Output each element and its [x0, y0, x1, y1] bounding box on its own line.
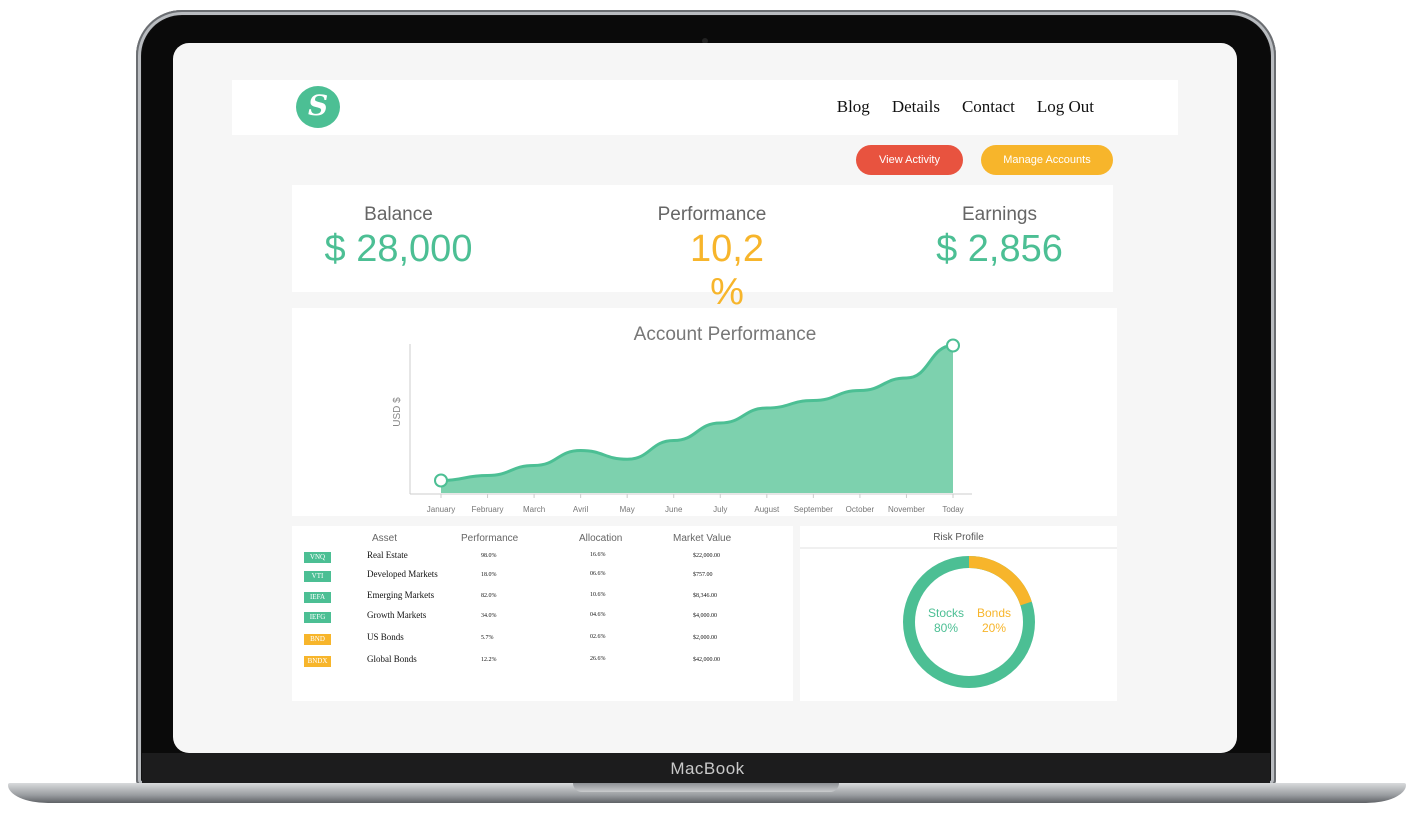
- asset-performance: 12.2%: [481, 657, 497, 663]
- donut-slice-bonds: [968, 556, 1032, 606]
- asset-performance: 34.0%: [481, 613, 497, 619]
- asset-ticker-badge: VTI: [304, 571, 331, 582]
- manage-accounts-button[interactable]: Manage Accounts: [981, 145, 1113, 175]
- nav-link-blog[interactable]: Blog: [836, 97, 870, 116]
- asset-market-value: $4,000.00: [693, 613, 717, 619]
- laptop-base: [8, 783, 1406, 803]
- asset-name: Emerging Markets: [367, 590, 435, 600]
- asset-name: Real Estate: [367, 550, 408, 560]
- chart-x-tick-label: Avril: [573, 505, 589, 514]
- asset-market-value: $2,000.00: [693, 635, 717, 641]
- stats-panel: Balance $ 28,000 Performance 10,2 % Earn…: [292, 185, 1113, 313]
- logo-letter: S: [308, 89, 329, 122]
- column-header-performance: Performance: [461, 533, 519, 544]
- asset-ticker-badge: IEFA: [304, 592, 331, 603]
- bonds-percent: 20%: [982, 621, 1006, 635]
- chart-x-tick-label: June: [665, 505, 683, 514]
- chart-x-tick-label: January: [427, 505, 455, 514]
- stat-balance: Balance $ 28,000: [310, 204, 487, 271]
- chart-x-tick-label: Today: [942, 505, 963, 514]
- stat-performance: Performance 10,2 %: [642, 204, 782, 314]
- asset-ticker-badge: BNDX: [304, 656, 331, 667]
- logo-icon[interactable]: S: [296, 86, 340, 128]
- asset-allocation: 16.6%: [590, 552, 606, 558]
- stat-balance-value: $ 28,000: [324, 228, 473, 270]
- risk-donut-chart: Stocks 80% Bonds 20%: [903, 556, 1035, 688]
- chart-y-axis-label: USD $: [392, 397, 403, 427]
- nav-link-contact[interactable]: Contact: [961, 97, 1015, 116]
- chart-x-tick-label: August: [754, 505, 780, 514]
- holdings-table: Asset Performance Allocation Market Valu…: [292, 526, 793, 701]
- stat-performance-value: 10,2 %: [690, 228, 764, 313]
- account-performance-card: Account Performance USD $ January Februar…: [292, 308, 1117, 516]
- column-header-allocation: Allocation: [579, 533, 623, 544]
- stocks-label: Stocks: [928, 606, 964, 620]
- laptop-notch: [573, 783, 839, 792]
- asset-performance: 82.0%: [481, 593, 497, 599]
- asset-market-value: $42,000.00: [693, 657, 720, 663]
- top-nav: S Blog Details Contact Log Out: [232, 80, 1178, 135]
- chart-area-fill: [441, 345, 953, 493]
- column-header-market-value: Market Value: [673, 533, 732, 544]
- chart-x-tick-label: September: [794, 505, 833, 514]
- chart-x-tick-label: July: [713, 505, 727, 514]
- stocks-percent: 80%: [934, 621, 958, 635]
- chart-x-tick-label: November: [888, 505, 925, 514]
- chart-point-start: [434, 473, 448, 488]
- stat-balance-label: Balance: [364, 204, 433, 225]
- stat-earnings: Earnings $ 2,856: [912, 204, 1087, 271]
- chart-x-tick-label: October: [846, 505, 875, 514]
- chart-title: Account Performance: [634, 324, 817, 345]
- asset-name: Developed Markets: [367, 569, 438, 579]
- laptop-chin: [142, 753, 1270, 787]
- asset-performance: 98.0%: [481, 553, 497, 559]
- screen: S Blog Details Contact Log Out View Acti…: [173, 43, 1237, 753]
- stat-earnings-label: Earnings: [962, 204, 1037, 225]
- stat-performance-label: Performance: [657, 204, 767, 225]
- asset-allocation: 10.6%: [590, 592, 606, 598]
- asset-performance: 18.0%: [481, 572, 497, 578]
- asset-allocation: 04.6%: [590, 612, 606, 618]
- asset-ticker-badge: IEFG: [304, 612, 331, 623]
- chart-x-tick-label: May: [620, 505, 635, 514]
- column-header-asset: Asset: [372, 533, 398, 544]
- risk-title-divider: [800, 547, 1117, 549]
- risk-profile-card: Risk Profile Stocks 80% Bonds 20%: [800, 526, 1117, 701]
- nav-link-details[interactable]: Details: [891, 97, 940, 116]
- camera-icon: [702, 38, 708, 44]
- chart-x-tick-label: March: [523, 505, 545, 514]
- asset-ticker-badge: VNQ: [304, 552, 331, 563]
- asset-performance: 5.7%: [481, 635, 494, 641]
- asset-name: Growth Markets: [367, 610, 427, 620]
- asset-market-value: $8,346.00: [693, 593, 717, 599]
- account-performance-chart: Account Performance USD $ January Februar…: [392, 324, 972, 514]
- chart-point-end: [946, 338, 960, 353]
- asset-market-value: $22,000.00: [693, 553, 720, 559]
- chart-series-line: [440, 344, 954, 482]
- chart-x-tick-label: February: [472, 505, 504, 514]
- asset-allocation: 02.6%: [590, 634, 606, 640]
- risk-profile-title: Risk Profile: [933, 532, 984, 543]
- asset-ticker-badge: BND: [304, 634, 331, 645]
- stat-earnings-value: $ 2,856: [936, 228, 1063, 270]
- bonds-label: Bonds: [977, 606, 1011, 620]
- nav-links: Blog Details Contact Log Out: [815, 97, 1094, 117]
- asset-market-value: $757.00: [693, 572, 713, 578]
- asset-name: Global Bonds: [367, 654, 417, 664]
- nav-link-logout[interactable]: Log Out: [1036, 97, 1094, 116]
- asset-name: US Bonds: [367, 632, 404, 642]
- device-brand: MacBook: [670, 759, 745, 778]
- view-activity-button[interactable]: View Activity: [856, 145, 963, 175]
- asset-allocation: 26.6%: [590, 656, 606, 662]
- asset-allocation: 06.6%: [590, 571, 606, 577]
